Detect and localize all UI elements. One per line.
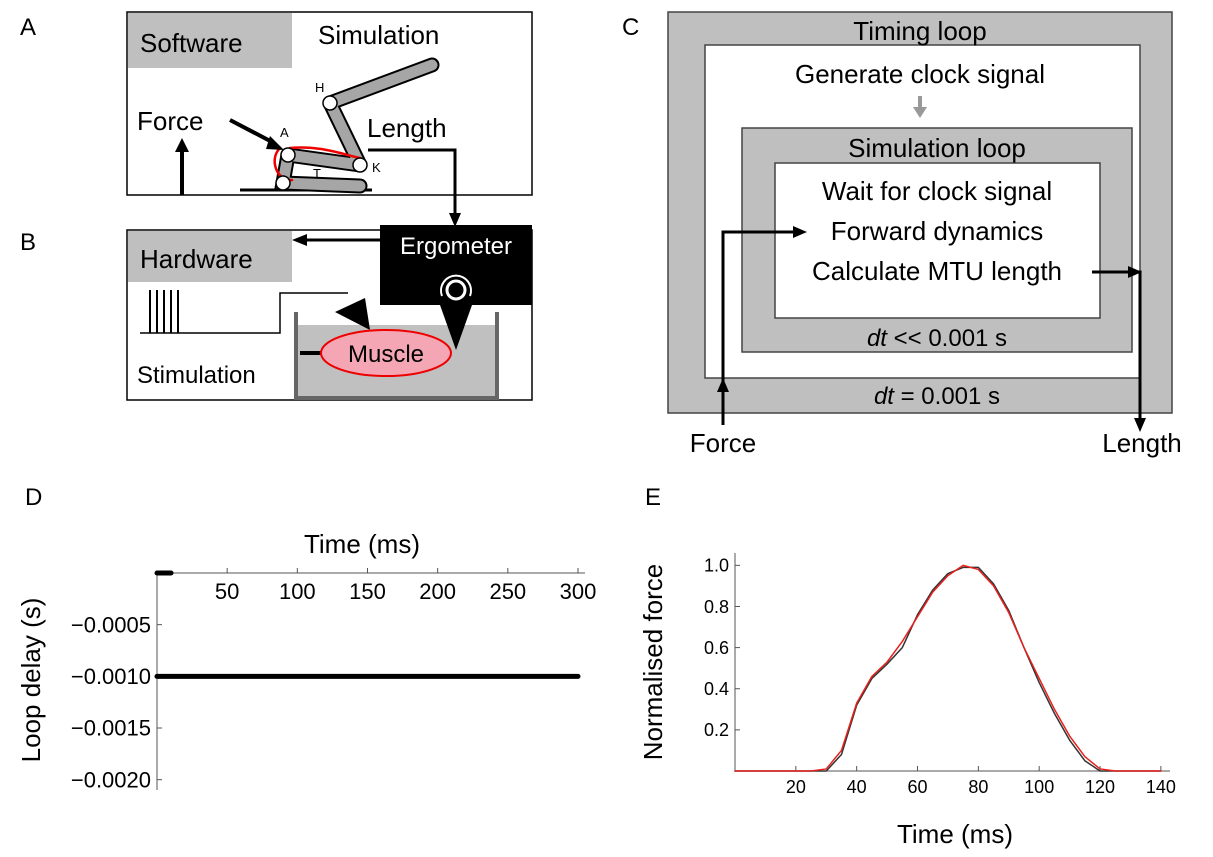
- panel-c: Timing loop Generate clock signal Simula…: [667, 11, 1182, 458]
- outer-dt: dt = 0.001 s: [874, 383, 1000, 410]
- y-axis-label: Loop delay (s): [16, 598, 46, 763]
- arrowhead: [266, 136, 284, 150]
- dt-symbol: dt: [867, 325, 888, 352]
- x-tick-label: 100: [279, 579, 316, 604]
- dt-symbol: dt: [874, 383, 895, 410]
- y-tick-label: 0.4: [704, 679, 729, 699]
- arrowhead: [292, 234, 307, 246]
- x-tick-label: 60: [908, 777, 928, 797]
- ergometer-box: [380, 225, 532, 305]
- spikes: [149, 290, 179, 333]
- step: Forward dynamics: [831, 216, 1043, 246]
- x-tick-label: 250: [489, 579, 526, 604]
- arrowhead: [449, 213, 461, 227]
- x-tick-label: 80: [968, 777, 988, 797]
- panel-label: A: [20, 14, 36, 41]
- data-line: [734, 566, 1162, 772]
- x-tick-label: 40: [847, 777, 867, 797]
- timing-loop-label: Timing loop: [853, 16, 986, 46]
- y-tick-label: −0.0005: [71, 612, 151, 637]
- y-axis-label: Normalised force: [638, 564, 668, 761]
- joint-label: H: [315, 80, 324, 95]
- x-tick-label: 50: [215, 579, 239, 604]
- dt-text: = 0.001 s: [901, 383, 1000, 410]
- length-arrow: [368, 148, 457, 215]
- x-tick-label: 140: [1146, 777, 1176, 797]
- y-tick-label: 0.6: [704, 638, 729, 658]
- force-label: Force: [137, 106, 203, 136]
- x-tick-label: 20: [786, 777, 806, 797]
- y-tick-label: 0.2: [704, 720, 729, 740]
- step: Wait for clock signal: [822, 176, 1052, 206]
- panel-b: Hardware Ergometer Muscle Stimulation: [126, 225, 533, 401]
- ergometer-lever: [440, 305, 472, 350]
- force-label: Force: [690, 428, 756, 458]
- muscle: [320, 329, 452, 377]
- ergometer-icon: [440, 274, 472, 297]
- y-tick-label: −0.0020: [71, 767, 151, 792]
- simulation-loop-label: Simulation loop: [848, 133, 1026, 163]
- arrowhead: [717, 378, 729, 392]
- panel-label: D: [25, 484, 42, 511]
- length-label: Length: [1102, 428, 1182, 458]
- force-path: [721, 230, 795, 425]
- dt-text: << 0.001 s: [894, 325, 1007, 352]
- arrowhead: [793, 226, 807, 238]
- software-tab: [128, 13, 292, 68]
- step: Calculate MTU length: [812, 256, 1062, 286]
- stimulation-trace: [140, 292, 348, 334]
- panel-label: C: [622, 14, 639, 41]
- x-tick-label: 300: [560, 579, 597, 604]
- joint-label: K: [372, 160, 381, 175]
- bath-wall: [294, 312, 499, 400]
- x-tick-label: 120: [1085, 777, 1115, 797]
- arrowhead: [913, 107, 927, 118]
- y-tick-label: 0.8: [704, 597, 729, 617]
- joint-label: A: [280, 125, 289, 140]
- software-label: Software: [140, 28, 243, 58]
- arrowhead: [1128, 266, 1142, 278]
- y-tick-label: −0.0010: [71, 664, 151, 689]
- simulation-inner: [774, 162, 1101, 319]
- panel-a: Software Simulation H A K T Force Length: [126, 11, 533, 227]
- muscle-label: Muscle: [348, 341, 424, 368]
- x-tick-label: 200: [419, 579, 456, 604]
- leg: [273, 57, 440, 194]
- length-label: Length: [367, 113, 447, 143]
- ergometer-icon: [445, 279, 467, 301]
- x-axis-label: Time (ms): [897, 819, 1013, 849]
- joint-label: T: [313, 166, 321, 181]
- y-tick-label: 1.0: [704, 556, 729, 576]
- pointer-arrow: [229, 118, 275, 145]
- panel-label: B: [20, 229, 36, 256]
- generate-label: Generate clock signal: [795, 59, 1045, 89]
- panel-label: E: [645, 484, 661, 511]
- hardware-label: Hardware: [140, 244, 253, 274]
- hardware-tab: [128, 231, 292, 282]
- inner-dt: dt << 0.001 s: [867, 325, 1007, 352]
- stimulation-label: Stimulation: [137, 362, 256, 389]
- x-tick-label: 100: [1024, 777, 1054, 797]
- data-line: [734, 564, 1162, 772]
- x-axis-label: Time (ms): [304, 529, 420, 559]
- simulation-label: Simulation: [318, 20, 439, 50]
- arrowhead: [175, 138, 189, 152]
- ergometer-label: Ergometer: [400, 233, 512, 260]
- y-tick-label: −0.0015: [71, 716, 151, 741]
- x-tick-label: 150: [349, 579, 386, 604]
- electrode: [335, 298, 370, 330]
- arrowhead: [1134, 418, 1146, 432]
